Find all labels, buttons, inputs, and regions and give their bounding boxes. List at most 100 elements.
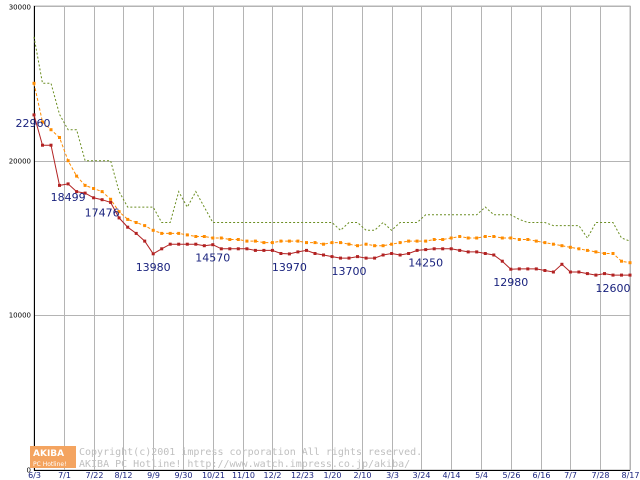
x-tick-label: 10/21 bbox=[202, 471, 225, 480]
data-point-low bbox=[364, 256, 368, 260]
data-point-average bbox=[517, 238, 521, 241]
data-point-low bbox=[551, 270, 555, 274]
x-tick-label: 5/4 bbox=[475, 471, 488, 480]
data-point-low bbox=[568, 270, 572, 274]
data-label: 13700 bbox=[332, 265, 367, 278]
footer: AKIBA PC Hotline! Copyright(c)2001 impre… bbox=[30, 446, 422, 470]
x-tick-label: 7/7 bbox=[564, 471, 577, 480]
data-label: 17476 bbox=[85, 207, 120, 220]
x-tick-label: 8/12 bbox=[115, 471, 133, 480]
data-point-low bbox=[185, 242, 189, 246]
x-tick-label: 4/14 bbox=[443, 471, 461, 480]
data-point-average bbox=[228, 238, 232, 241]
data-point-low bbox=[270, 248, 274, 252]
data-label: 12980 bbox=[493, 276, 528, 289]
data-point-average bbox=[253, 239, 257, 243]
data-point-low bbox=[236, 247, 240, 251]
data-point-average bbox=[66, 159, 70, 163]
data-point-low bbox=[41, 143, 44, 147]
data-point-low bbox=[347, 256, 351, 260]
data-point-low bbox=[160, 247, 164, 251]
data-point-average bbox=[364, 242, 368, 246]
data-point-low bbox=[66, 182, 70, 186]
grid-lines bbox=[33, 5, 631, 471]
data-point-low bbox=[390, 252, 394, 255]
data-point-average bbox=[236, 238, 240, 241]
data-point-low bbox=[407, 252, 411, 255]
data-point-low bbox=[441, 247, 445, 251]
data-point-low bbox=[500, 259, 504, 263]
data-point-average bbox=[168, 231, 172, 235]
data-point-low bbox=[492, 253, 496, 257]
data-point-average bbox=[330, 241, 334, 245]
data-point-average bbox=[603, 252, 606, 255]
data-point-low bbox=[92, 196, 96, 200]
data-point-low bbox=[151, 252, 155, 256]
data-point-average bbox=[92, 187, 96, 190]
data-point-low bbox=[83, 191, 87, 195]
data-point-low bbox=[611, 273, 615, 277]
data-point-low bbox=[126, 225, 130, 229]
data-point-low bbox=[483, 252, 487, 255]
x-tick-label: 8/17 bbox=[622, 471, 640, 480]
x-tick-label: 3/3 bbox=[386, 471, 399, 480]
data-point-low bbox=[313, 252, 317, 255]
data-point-low bbox=[381, 253, 385, 257]
data-point-low bbox=[415, 248, 419, 252]
data-point-average bbox=[202, 235, 206, 238]
data-point-low bbox=[279, 252, 283, 255]
data-point-low bbox=[458, 248, 462, 252]
y-axis-ticks: 0 10000 20000 30000 bbox=[9, 4, 31, 475]
data-point-low bbox=[322, 253, 325, 257]
data-point-average bbox=[585, 248, 589, 252]
data-point-low bbox=[58, 183, 61, 187]
data-point-average bbox=[100, 190, 104, 194]
x-tick-label: 2/10 bbox=[354, 471, 372, 480]
x-tick-label: 7/28 bbox=[592, 471, 610, 480]
data-point-average bbox=[279, 239, 283, 243]
data-point-average bbox=[143, 224, 147, 228]
data-point-low bbox=[356, 255, 359, 259]
data-point-average bbox=[211, 236, 215, 240]
data-point-average bbox=[492, 235, 496, 238]
data-point-low bbox=[287, 252, 291, 256]
x-tick-label: 9/9 bbox=[147, 471, 160, 480]
data-point-average bbox=[424, 239, 428, 243]
data-point-low bbox=[628, 273, 632, 277]
data-point-average bbox=[339, 241, 342, 245]
data-point-low bbox=[560, 262, 564, 266]
data-point-low bbox=[534, 267, 538, 271]
data-point-low bbox=[577, 270, 581, 274]
data-point-average bbox=[322, 242, 325, 246]
x-tick-label: 6/16 bbox=[533, 471, 551, 480]
y-tick-label: 0 bbox=[27, 467, 31, 475]
data-point-average bbox=[373, 244, 377, 248]
data-point-average bbox=[407, 239, 411, 243]
data-point-average bbox=[620, 259, 623, 263]
data-label: 13970 bbox=[272, 261, 307, 274]
data-point-average bbox=[551, 242, 555, 246]
data-point-low bbox=[517, 267, 521, 271]
data-label: 14250 bbox=[408, 257, 443, 270]
x-tick-label: 5/26 bbox=[503, 471, 521, 480]
y-tick-label: 20000 bbox=[9, 158, 31, 166]
data-point-average bbox=[262, 241, 266, 245]
data-point-average bbox=[305, 241, 308, 245]
data-point-average bbox=[49, 128, 53, 132]
data-point-low bbox=[211, 243, 215, 247]
data-point-low bbox=[466, 250, 470, 254]
x-tick-label: 7/1 bbox=[58, 471, 71, 480]
data-point-average bbox=[347, 242, 351, 246]
data-point-average bbox=[177, 231, 181, 235]
x-tick-label: 9/30 bbox=[175, 471, 193, 480]
data-label: 13980 bbox=[136, 261, 171, 274]
data-point-average bbox=[415, 239, 419, 243]
logo-main-text: AKIBA bbox=[33, 449, 64, 459]
data-point-average bbox=[83, 183, 87, 187]
data-point-average bbox=[185, 233, 189, 237]
data-point-average bbox=[500, 236, 504, 240]
data-point-average bbox=[160, 231, 164, 235]
data-label: 18499 bbox=[51, 191, 86, 204]
x-axis-ticks: 6/3 7/1 7/22 8/12 9/9 9/30 10/21 11/10 12/2 12/23… bbox=[28, 471, 639, 480]
